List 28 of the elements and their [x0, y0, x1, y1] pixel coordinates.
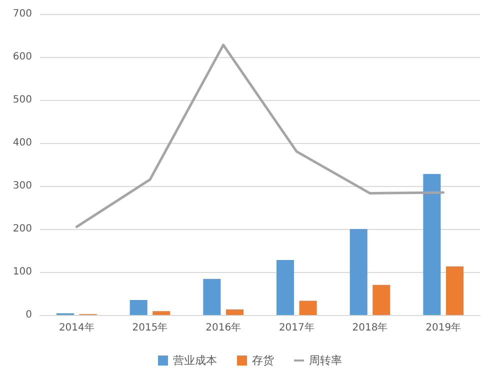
x-tick-label: 2016年 — [206, 322, 242, 334]
x-tick-label: 2017年 — [278, 322, 314, 334]
y-tick-label: 100 — [12, 266, 32, 278]
legend-label: 营业成本 — [173, 354, 217, 367]
x-tick-label: 2019年 — [426, 322, 462, 334]
y-tick-label: 0 — [26, 310, 32, 320]
y-tick-label: 300 — [12, 180, 32, 192]
y-tick-label: 700 — [12, 8, 32, 20]
bar — [276, 260, 294, 315]
x-tick-label: 2018年 — [352, 322, 388, 334]
bar — [226, 309, 244, 315]
bar — [152, 311, 170, 315]
bar — [350, 229, 368, 315]
y-tick-label: 600 — [12, 52, 32, 62]
legend-label: 周转率 — [309, 354, 342, 367]
x-tick-label: 2015年 — [132, 322, 168, 334]
x-tick-label: 2014年 — [58, 322, 94, 334]
bar — [203, 278, 221, 315]
bar — [130, 300, 148, 315]
y-tick-label: 200 — [12, 224, 32, 234]
y-tick-label: 500 — [12, 94, 32, 106]
y-tick-label: 400 — [12, 138, 32, 148]
legend-label: 存货 — [252, 354, 274, 367]
line-series — [75, 44, 445, 228]
bar — [299, 300, 317, 315]
bar — [372, 284, 390, 315]
bar — [423, 174, 441, 315]
bar — [446, 266, 464, 315]
